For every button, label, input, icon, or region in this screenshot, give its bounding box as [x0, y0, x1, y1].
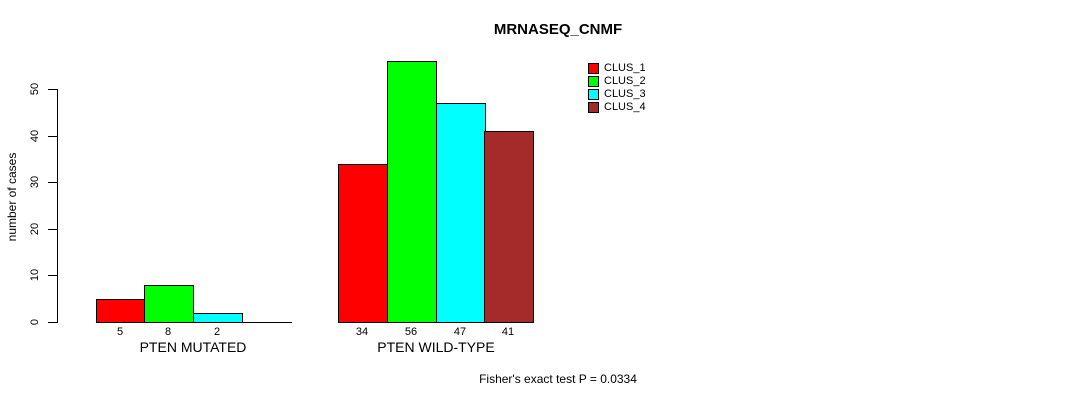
bar-CLUS_4: [484, 131, 534, 323]
legend-swatch-CLUS_2: [588, 76, 599, 87]
legend-label-CLUS_3: CLUS_3: [604, 88, 646, 100]
bar-CLUS_2: [144, 285, 194, 323]
bar-value-label: 47: [453, 326, 467, 338]
legend-item-CLUS_4: CLUS_4: [588, 101, 646, 114]
y-tick-mark: [48, 275, 57, 276]
y-tick-mark: [48, 89, 57, 90]
y-tick-label: 10: [29, 268, 41, 282]
y-tick-mark: [48, 229, 57, 230]
bar-value-label: 34: [355, 326, 369, 338]
bar-CLUS_3: [193, 313, 243, 323]
legend-label-CLUS_1: CLUS_1: [604, 62, 646, 74]
bar-value-label: 8: [164, 326, 172, 338]
bar-value-label: 56: [404, 326, 418, 338]
bar-CLUS_2: [387, 61, 437, 323]
chart-title: MRNASEQ_CNMF: [493, 21, 623, 38]
y-tick-label: 30: [29, 175, 41, 189]
footnote-text: Fisher's exact test P = 0.0334: [479, 372, 637, 386]
legend-label-CLUS_4: CLUS_4: [604, 101, 646, 113]
bar-CLUS_1: [338, 164, 388, 323]
y-tick-mark: [48, 182, 57, 183]
bar-CLUS_3: [436, 103, 486, 323]
bar-value-label: 2: [213, 326, 221, 338]
group-label-2: PTEN WILD-TYPE: [377, 339, 495, 355]
group-label-1: PTEN MUTATED: [139, 339, 247, 355]
bar-CLUS_4-zero: [242, 322, 292, 323]
y-axis-label: number of cases: [5, 152, 19, 242]
legend-item-CLUS_2: CLUS_2: [588, 75, 646, 88]
legend-label-CLUS_2: CLUS_2: [604, 75, 646, 87]
legend-item-CLUS_3: CLUS_3: [588, 88, 646, 101]
y-tick-label: 0: [29, 318, 41, 326]
y-tick-mark: [48, 322, 57, 323]
bar-value-label: 5: [116, 326, 124, 338]
legend-item-CLUS_1: CLUS_1: [588, 62, 646, 75]
legend-swatch-CLUS_3: [588, 89, 599, 100]
y-tick-label: 50: [29, 82, 41, 96]
y-tick-label: 20: [29, 222, 41, 236]
y-tick-mark: [48, 136, 57, 137]
legend: CLUS_1 CLUS_2 CLUS_3 CLUS_4: [588, 62, 646, 114]
y-tick-label: 40: [29, 129, 41, 143]
legend-swatch-CLUS_4: [588, 102, 599, 113]
bar-value-label: 41: [501, 326, 515, 338]
legend-swatch-CLUS_1: [588, 63, 599, 74]
y-axis-line: [57, 89, 58, 323]
bar-CLUS_1: [96, 299, 146, 323]
